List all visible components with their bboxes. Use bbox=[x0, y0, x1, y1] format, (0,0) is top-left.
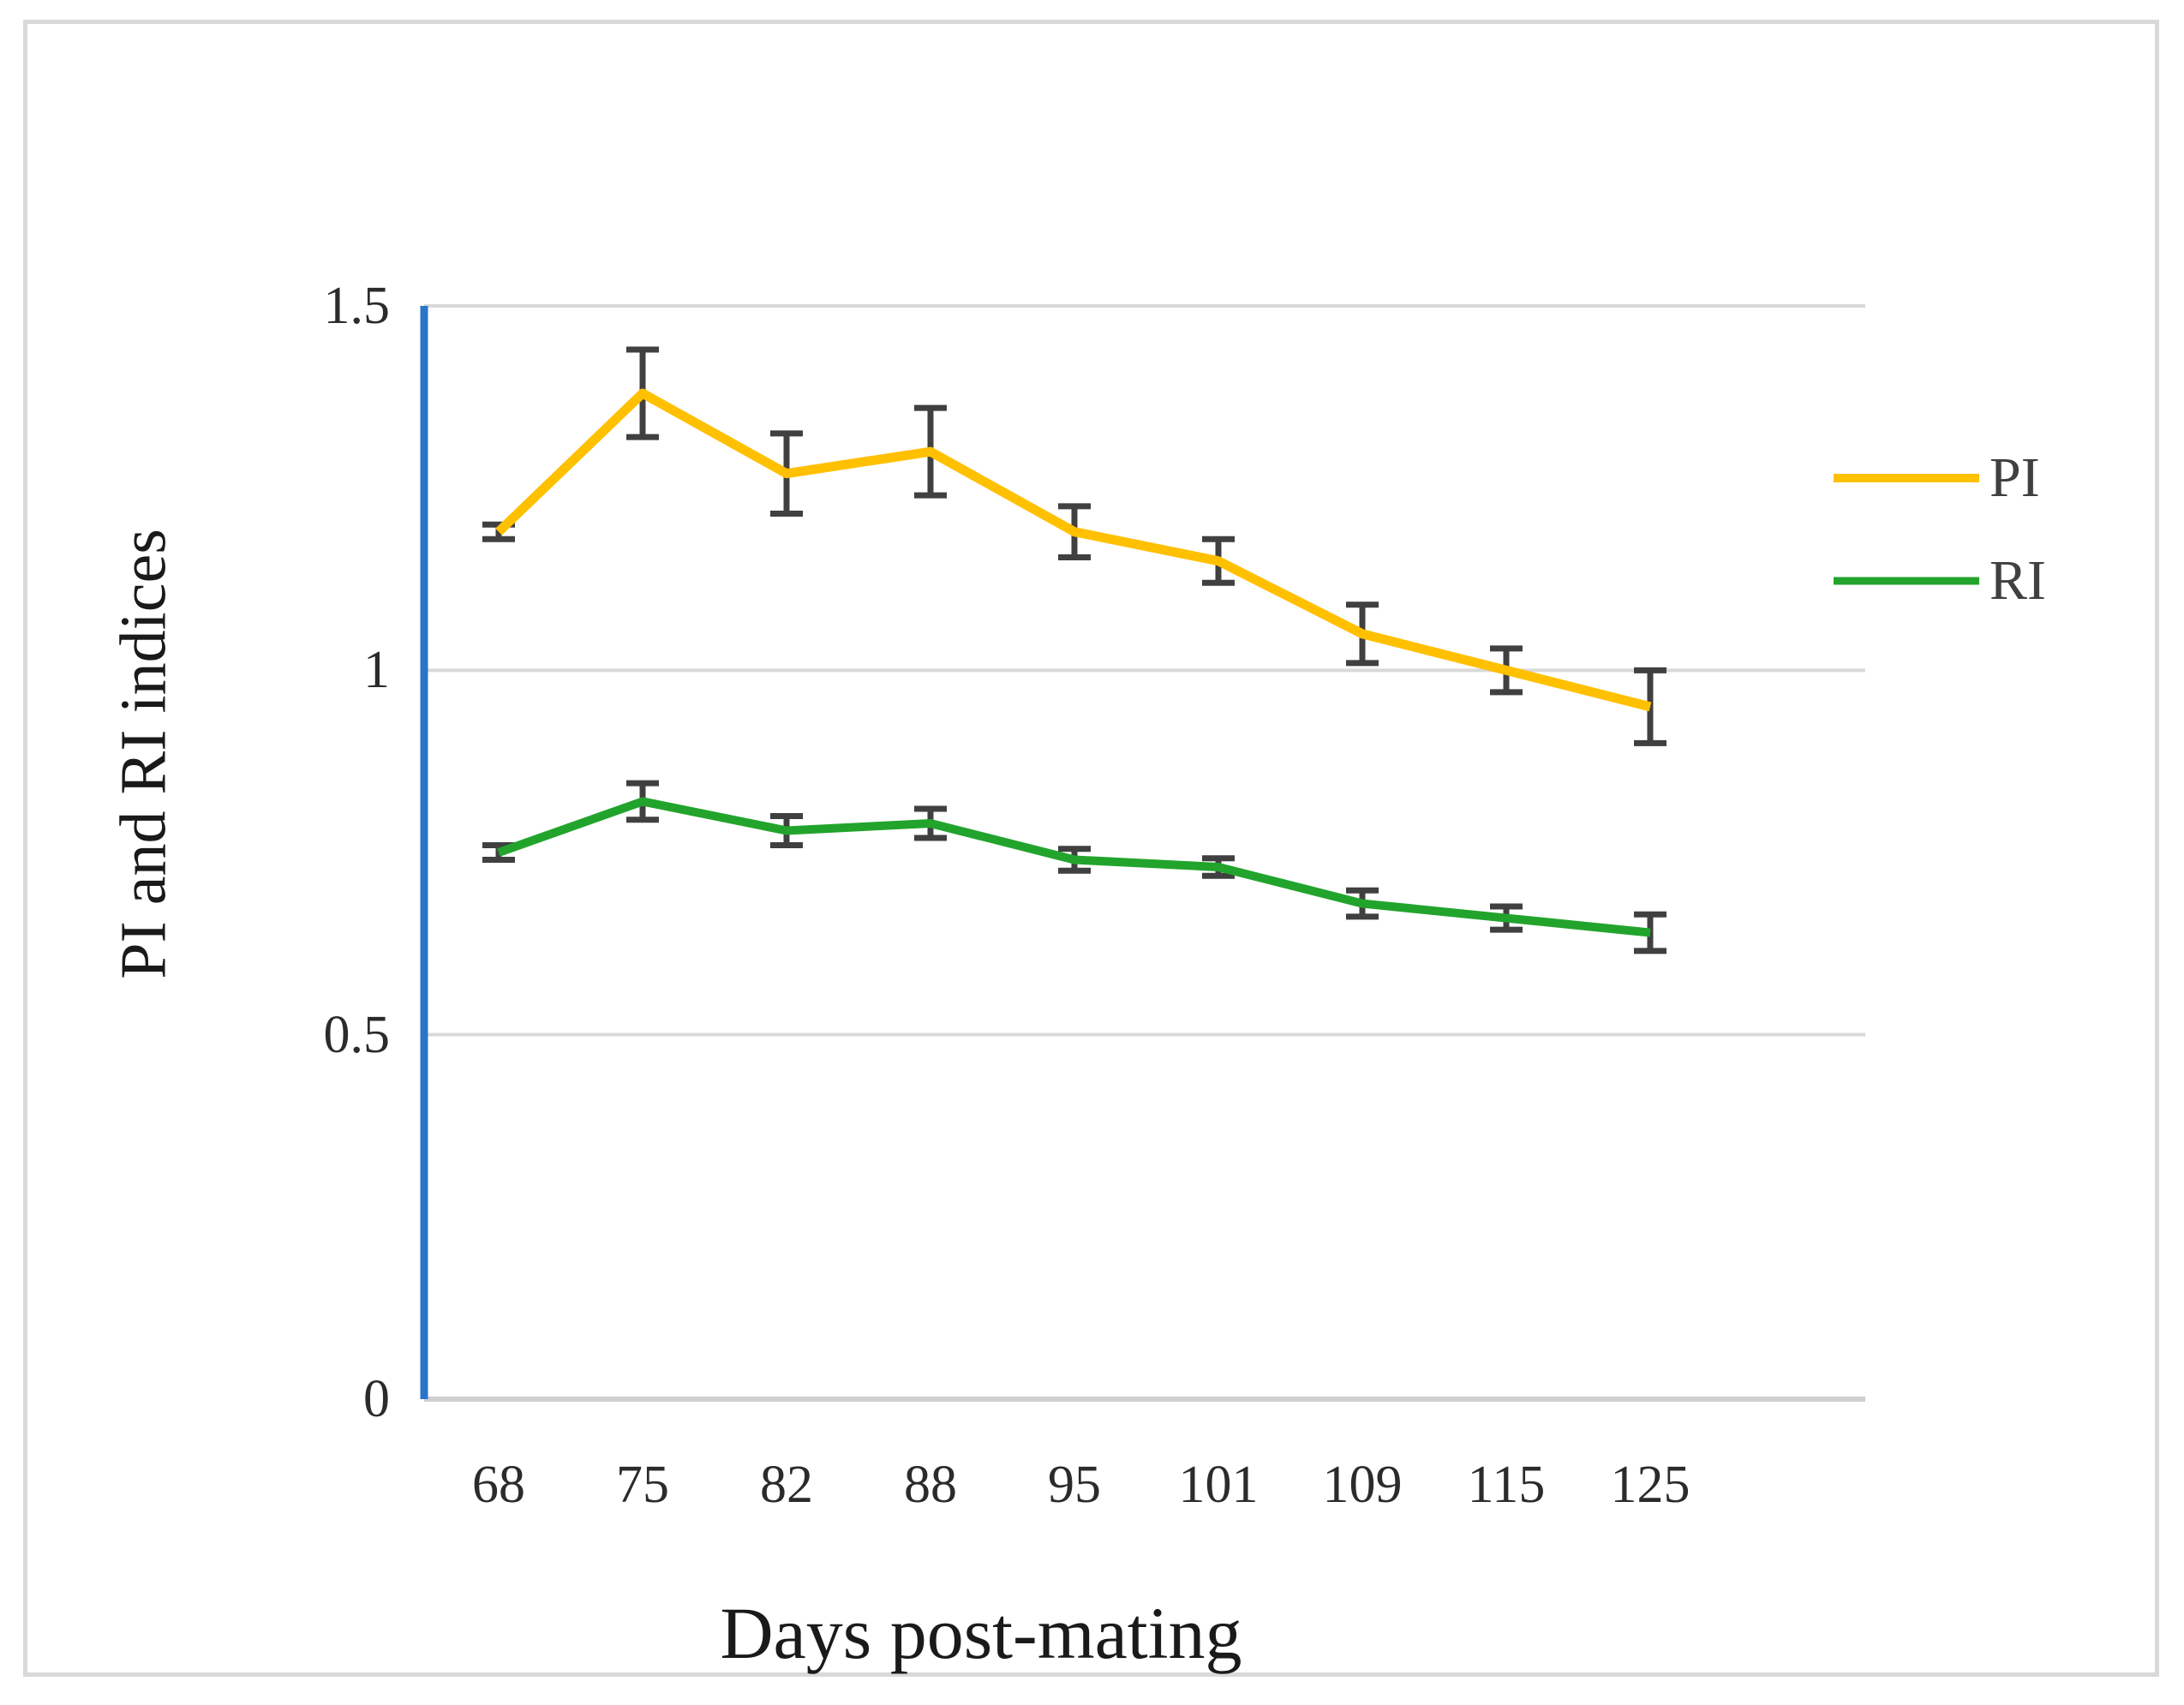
y-tick-label-1.5: 1.5 bbox=[323, 277, 391, 335]
x-tick-label-68: 68 bbox=[472, 1456, 525, 1514]
x-tick-label-109: 109 bbox=[1322, 1456, 1403, 1514]
y-tick-label-0: 0 bbox=[363, 1370, 390, 1428]
x-axis-title: Days post-mating bbox=[720, 1592, 1242, 1674]
x-tick-label-88: 88 bbox=[904, 1456, 957, 1514]
x-tick-label-115: 115 bbox=[1467, 1456, 1546, 1514]
legend-label-RI: RI bbox=[1990, 549, 2046, 612]
y-axis-title: PI and RI indices bbox=[107, 529, 180, 979]
legend-label-PI: PI bbox=[1990, 446, 2040, 509]
series-line-RI bbox=[497, 797, 1651, 937]
x-tick-label-75: 75 bbox=[616, 1456, 669, 1514]
y-tick-label-1: 1 bbox=[363, 641, 390, 700]
y-tick-label-0.5: 0.5 bbox=[323, 1005, 391, 1064]
x-tick-label-125: 125 bbox=[1610, 1456, 1690, 1514]
x-tick-label-82: 82 bbox=[760, 1456, 813, 1514]
x-tick-label-95: 95 bbox=[1048, 1456, 1101, 1514]
series-line-PI bbox=[495, 388, 1652, 712]
x-tick-label-101: 101 bbox=[1178, 1456, 1259, 1514]
